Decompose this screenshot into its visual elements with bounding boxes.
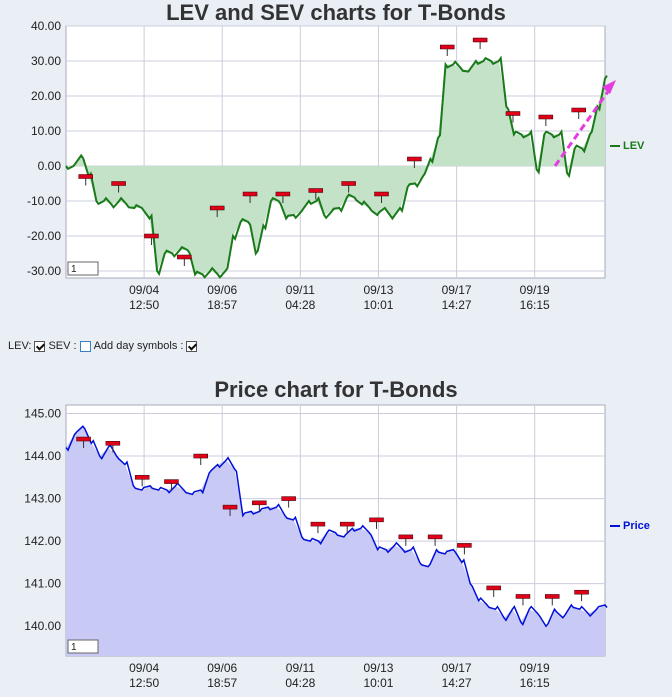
day-marker — [486, 585, 501, 591]
day-marker — [111, 181, 126, 186]
y-tick-label: 145.00 — [24, 407, 61, 421]
day-marker — [472, 37, 488, 43]
x-tick-date: 09/04 — [129, 283, 159, 297]
sev-checkbox[interactable] — [79, 340, 91, 352]
y-tick-label: 141.00 — [24, 577, 61, 591]
day-marker — [538, 114, 554, 120]
day-marker — [457, 543, 472, 548]
x-tick-time: 14:27 — [442, 676, 472, 690]
x-tick-date: 09/13 — [363, 661, 393, 675]
lev-legend-label: LEV — [623, 140, 645, 152]
day-marker — [545, 594, 560, 599]
price-legend-label: Price — [623, 520, 650, 532]
series-line-Price — [65, 425, 608, 628]
day-marker — [222, 504, 238, 510]
day-marker — [177, 254, 192, 260]
day-marker — [369, 517, 384, 523]
x-tick-time: 18:57 — [207, 298, 237, 312]
x-tick-time: 12:50 — [129, 676, 159, 690]
y-tick-label: -10.00 — [27, 194, 61, 208]
day-marker — [76, 436, 91, 442]
day-marker — [242, 191, 258, 197]
day-marker — [310, 521, 326, 527]
y-tick-label: 40.00 — [31, 19, 61, 33]
day-marker — [374, 191, 389, 197]
y-tick-label: 142.00 — [24, 534, 61, 548]
x-tick-date: 09/11 — [286, 283, 315, 297]
lev-legend-swatch — [610, 145, 620, 147]
series-area — [66, 426, 605, 656]
day-symbols-label: Add day symbols : — [93, 340, 184, 352]
x-tick-time: 18:57 — [207, 676, 237, 690]
x-tick-time: 04:28 — [285, 298, 315, 312]
chart-controls: LEV: SEV : Add day symbols : — [8, 340, 198, 352]
y-tick-label: -20.00 — [27, 229, 61, 243]
page-number-box — [67, 261, 99, 276]
y-tick-label: 10.00 — [31, 124, 61, 138]
x-tick-date: 09/06 — [207, 283, 237, 297]
y-tick-label: 144.00 — [24, 449, 61, 463]
x-tick-date: 09/04 — [129, 661, 159, 675]
lev-chart-title: LEV and SEV charts for T-Bonds — [166, 0, 506, 25]
x-tick-time: 14:27 — [442, 298, 472, 312]
y-tick-label: -30.00 — [27, 264, 61, 278]
x-tick-time: 16:15 — [520, 298, 550, 312]
day-marker — [339, 521, 355, 527]
day-marker — [574, 589, 589, 595]
day-marker — [134, 475, 150, 480]
day-marker — [78, 174, 93, 179]
x-tick-date: 09/19 — [520, 283, 550, 297]
day-marker — [209, 205, 225, 211]
x-tick-date: 09/11 — [286, 661, 315, 675]
page-number: 1 — [71, 264, 77, 275]
price-legend-swatch — [610, 525, 620, 527]
y-tick-label: 140.00 — [24, 619, 61, 633]
x-tick-time: 04:28 — [285, 676, 315, 690]
series-line-LEV — [65, 55, 608, 279]
x-tick-time: 16:15 — [520, 676, 550, 690]
x-tick-date: 09/17 — [442, 661, 472, 675]
trend-arrow-line — [553, 85, 614, 167]
page-number-box — [67, 639, 99, 654]
series-area — [66, 61, 605, 275]
day-marker — [308, 188, 324, 193]
day-marker — [144, 233, 159, 239]
sev-checkbox-label: SEV : — [48, 340, 77, 352]
x-tick-date: 09/13 — [363, 283, 393, 297]
y-tick-label: 0.00 — [38, 159, 62, 173]
day-marker — [515, 594, 531, 599]
day-marker — [252, 500, 267, 506]
day-marker — [427, 534, 443, 540]
price-chart: 145.00 144.00 143.00 142.00 141.00 140.00 09/0… — [24, 404, 608, 690]
lev-checkbox-label: LEV: — [8, 340, 32, 352]
lev-checkbox[interactable] — [34, 340, 46, 352]
day-marker — [275, 191, 291, 197]
x-tick-date: 09/17 — [442, 283, 472, 297]
day-marker — [193, 453, 208, 459]
day-marker — [505, 111, 521, 116]
day-marker — [571, 107, 586, 113]
y-tick-label: 20.00 — [31, 89, 61, 103]
lev-chart: 40.00 30.00 20.00 10.00 0.00 -10.00 -20.00 -30.… — [27, 19, 616, 312]
page-number: 1 — [71, 642, 77, 653]
day-symbols-checkbox[interactable] — [186, 340, 198, 352]
y-tick-label: 143.00 — [24, 492, 61, 506]
day-marker — [439, 44, 455, 50]
day-marker — [398, 534, 414, 540]
day-marker — [105, 441, 121, 446]
lev-legend[interactable]: LEV — [610, 140, 644, 152]
day-marker — [341, 181, 356, 186]
day-marker — [407, 156, 422, 162]
price-chart-title: Price chart for T-Bonds — [214, 377, 458, 402]
trend-arrow-head — [602, 80, 616, 94]
x-tick-date: 09/19 — [520, 661, 550, 675]
day-marker — [281, 496, 296, 501]
day-marker — [164, 479, 179, 484]
x-tick-time: 10:01 — [363, 676, 393, 690]
x-tick-time: 10:01 — [363, 298, 393, 312]
x-tick-time: 12:50 — [129, 298, 159, 312]
price-legend[interactable]: Price — [610, 520, 650, 532]
x-tick-date: 09/06 — [207, 661, 237, 675]
y-tick-label: 30.00 — [31, 54, 61, 68]
